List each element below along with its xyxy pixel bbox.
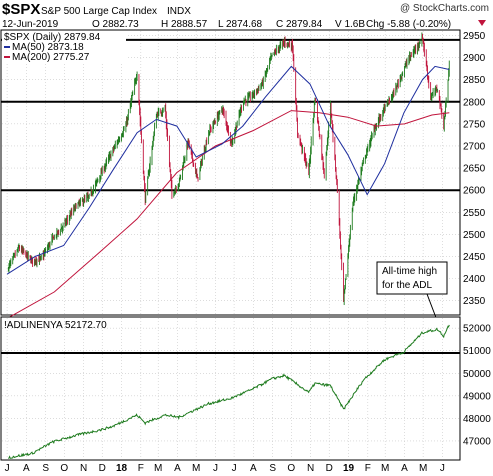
x-tick-label: A bbox=[401, 463, 408, 474]
price-y-tick-label: 2800 bbox=[463, 97, 486, 108]
open-value: O 2882.73 bbox=[92, 19, 139, 30]
price-y-tick-label: 2700 bbox=[463, 141, 486, 152]
x-tick-label: M bbox=[154, 463, 162, 474]
adl-annotation-box bbox=[376, 261, 448, 295]
price-y-tick-label: 2950 bbox=[463, 31, 486, 42]
x-tick-label: O bbox=[287, 463, 295, 474]
ma50-legend: MA(50) 2873.18 bbox=[12, 42, 84, 53]
exchange-label: INDX bbox=[167, 6, 191, 17]
price-y-tick-label: 2550 bbox=[463, 208, 486, 219]
price-y-tick-label: 2500 bbox=[463, 230, 486, 241]
x-tick-label: N bbox=[80, 463, 87, 474]
price-y-tick-label: 2350 bbox=[463, 296, 486, 307]
adl-annotation-line2: for the ADL bbox=[382, 280, 432, 291]
x-tick-label: A bbox=[250, 463, 257, 474]
date-label: 12-Jun-2019 bbox=[2, 19, 59, 30]
ma200-legend: MA(200) 2775.27 bbox=[12, 52, 90, 63]
price-legend: $SPX (Daily) 2879.84 bbox=[4, 32, 101, 43]
ma50-line bbox=[6, 65, 450, 275]
x-tick-label: F bbox=[365, 463, 371, 474]
x-tick-label: M bbox=[192, 463, 200, 474]
index-name: S&P 500 Large Cap Index bbox=[41, 6, 157, 17]
volume-value: V 1.6B bbox=[335, 19, 365, 30]
price-y-tick-label: 2850 bbox=[463, 75, 486, 86]
x-tick-label: J bbox=[213, 463, 218, 474]
x-tick-label: J bbox=[5, 463, 10, 474]
adl-y-tick-label: 51000 bbox=[463, 346, 491, 357]
x-tick-label: A bbox=[174, 463, 181, 474]
price-y-tick-label: 2600 bbox=[463, 186, 486, 197]
adl-y-tick-label: 47000 bbox=[463, 436, 491, 447]
x-tick-label: M bbox=[419, 463, 427, 474]
adl-y-axis: 52000 51000 50000 49000 48000 47000 bbox=[463, 324, 491, 448]
price-y-tick-label: 2900 bbox=[463, 53, 486, 64]
x-tick-label: M bbox=[381, 463, 389, 474]
x-tick-label: J bbox=[232, 463, 237, 474]
adl-line bbox=[8, 324, 450, 459]
adl-y-tick-label: 49000 bbox=[463, 391, 491, 402]
change-down-arrow-icon bbox=[478, 20, 486, 26]
x-tick-label: F bbox=[138, 463, 144, 474]
x-tick-label: J bbox=[440, 463, 445, 474]
x-tick-label: A bbox=[23, 463, 30, 474]
price-y-tick-label: 2650 bbox=[463, 164, 486, 175]
adl-y-tick-label: 52000 bbox=[463, 324, 491, 335]
low-value: L 2874.68 bbox=[218, 19, 263, 30]
adl-legend: !ADLINENYA 52172.70 bbox=[4, 320, 107, 331]
symbol-label: $SPX bbox=[2, 1, 40, 18]
price-y-tick-label: 2750 bbox=[463, 119, 486, 130]
x-axis: J A S O N D 18 F M A M J J A S O N D 19 F M A M J bbox=[5, 463, 445, 474]
x-tick-label: 18 bbox=[116, 463, 128, 474]
x-tick-label: D bbox=[99, 463, 106, 474]
price-bars bbox=[7, 32, 450, 306]
high-value: H 2888.57 bbox=[161, 19, 208, 30]
price-y-tick-label: 2450 bbox=[463, 252, 486, 263]
change-value: Chg -5.88 (-0.20%) bbox=[366, 19, 451, 30]
adl-annotation-line1: All-time high bbox=[382, 266, 437, 277]
close-value: C 2879.84 bbox=[276, 19, 323, 30]
adl-y-tick-label: 48000 bbox=[463, 414, 491, 425]
x-tick-label: S bbox=[269, 463, 276, 474]
adl-y-tick-label: 50000 bbox=[463, 369, 491, 380]
price-legend-bg bbox=[2, 31, 126, 63]
x-tick-label: N bbox=[307, 463, 314, 474]
price-y-tick-label: 2400 bbox=[463, 274, 486, 285]
x-tick-label: O bbox=[60, 463, 68, 474]
watermark: @ StockCharts.com bbox=[400, 3, 489, 14]
x-tick-label: D bbox=[326, 463, 333, 474]
price-y-axis: 2950 2900 2850 2800 2750 2700 2650 2600 2550 2500… bbox=[463, 31, 486, 307]
x-tick-label: 19 bbox=[343, 463, 355, 474]
adl-panel bbox=[0, 316, 461, 461]
adl-grid bbox=[2, 318, 459, 459]
x-tick-label: S bbox=[42, 463, 49, 474]
